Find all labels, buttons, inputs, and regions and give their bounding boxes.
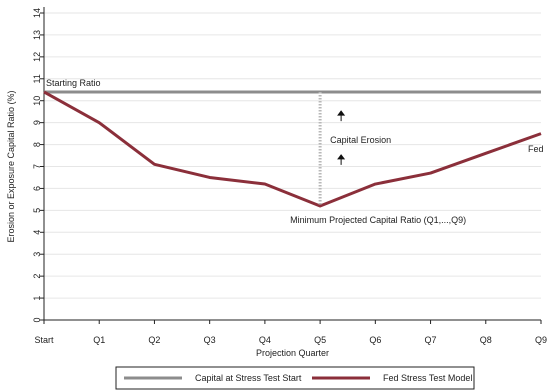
y-tick-label-2: 2 bbox=[32, 274, 42, 279]
minimum-ratio-label: Minimum Projected Capital Ratio (Q1,...,… bbox=[290, 215, 466, 225]
y-tick-label-1: 1 bbox=[32, 296, 42, 301]
series-layer bbox=[43, 90, 542, 208]
x-tick-label-Q3: Q3 bbox=[204, 335, 216, 345]
y-tick-label-7: 7 bbox=[32, 164, 42, 169]
x-tick-label-Q4: Q4 bbox=[259, 335, 271, 345]
legend-label-capital-start: Capital at Stress Test Start bbox=[195, 373, 302, 383]
y-tick-label-5: 5 bbox=[32, 208, 42, 213]
y-tick-label-12: 12 bbox=[32, 52, 42, 62]
legend: Capital at Stress Test Start Fed Stress … bbox=[115, 366, 475, 390]
y-tick-label-3: 3 bbox=[32, 252, 42, 257]
x-tick-label-Q5: Q5 bbox=[314, 335, 326, 345]
x-tick-label-Start: Start bbox=[34, 335, 54, 345]
x-tick-label-Q1: Q1 bbox=[93, 335, 105, 345]
starting-ratio-label: Starting Ratio bbox=[46, 78, 101, 88]
y-tick-label-8: 8 bbox=[32, 142, 42, 147]
y-tick-label-11: 11 bbox=[32, 74, 42, 83]
y-tick-label-14: 14 bbox=[32, 8, 42, 18]
erosion-arrow-upper-icon bbox=[337, 110, 346, 122]
annotation-layer: Starting Ratio Capital Erosion Fed Minim… bbox=[46, 78, 544, 225]
x-tick-label-Q9: Q9 bbox=[535, 335, 547, 345]
x-tick-label-Q2: Q2 bbox=[148, 335, 160, 345]
y-tick-label-13: 13 bbox=[32, 30, 42, 40]
erosion-arrow-lower-icon bbox=[337, 154, 346, 165]
fed-label: Fed bbox=[528, 144, 544, 154]
y-tick-label-10: 10 bbox=[32, 96, 42, 106]
y-tick-label-0: 0 bbox=[32, 317, 42, 322]
capital-erosion-label: Capital Erosion bbox=[330, 135, 391, 145]
x-axis-title: Projection Quarter bbox=[256, 348, 329, 358]
y-tick-label-6: 6 bbox=[32, 186, 42, 191]
x-tick-label-Q8: Q8 bbox=[480, 335, 492, 345]
series-line-1 bbox=[43, 90, 542, 208]
legend-box bbox=[115, 366, 475, 390]
legend-label-fed-model: Fed Stress Test Model bbox=[383, 373, 472, 383]
y-axis-title: Erosion or Exposure Capital Ratio (%) bbox=[6, 90, 16, 242]
y-tick-label-4: 4 bbox=[32, 230, 42, 235]
x-tick-label-Q7: Q7 bbox=[425, 335, 437, 345]
grid-layer bbox=[44, 12, 541, 321]
x-tick-label-Q6: Q6 bbox=[369, 335, 381, 345]
y-tick-label-9: 9 bbox=[32, 120, 42, 125]
